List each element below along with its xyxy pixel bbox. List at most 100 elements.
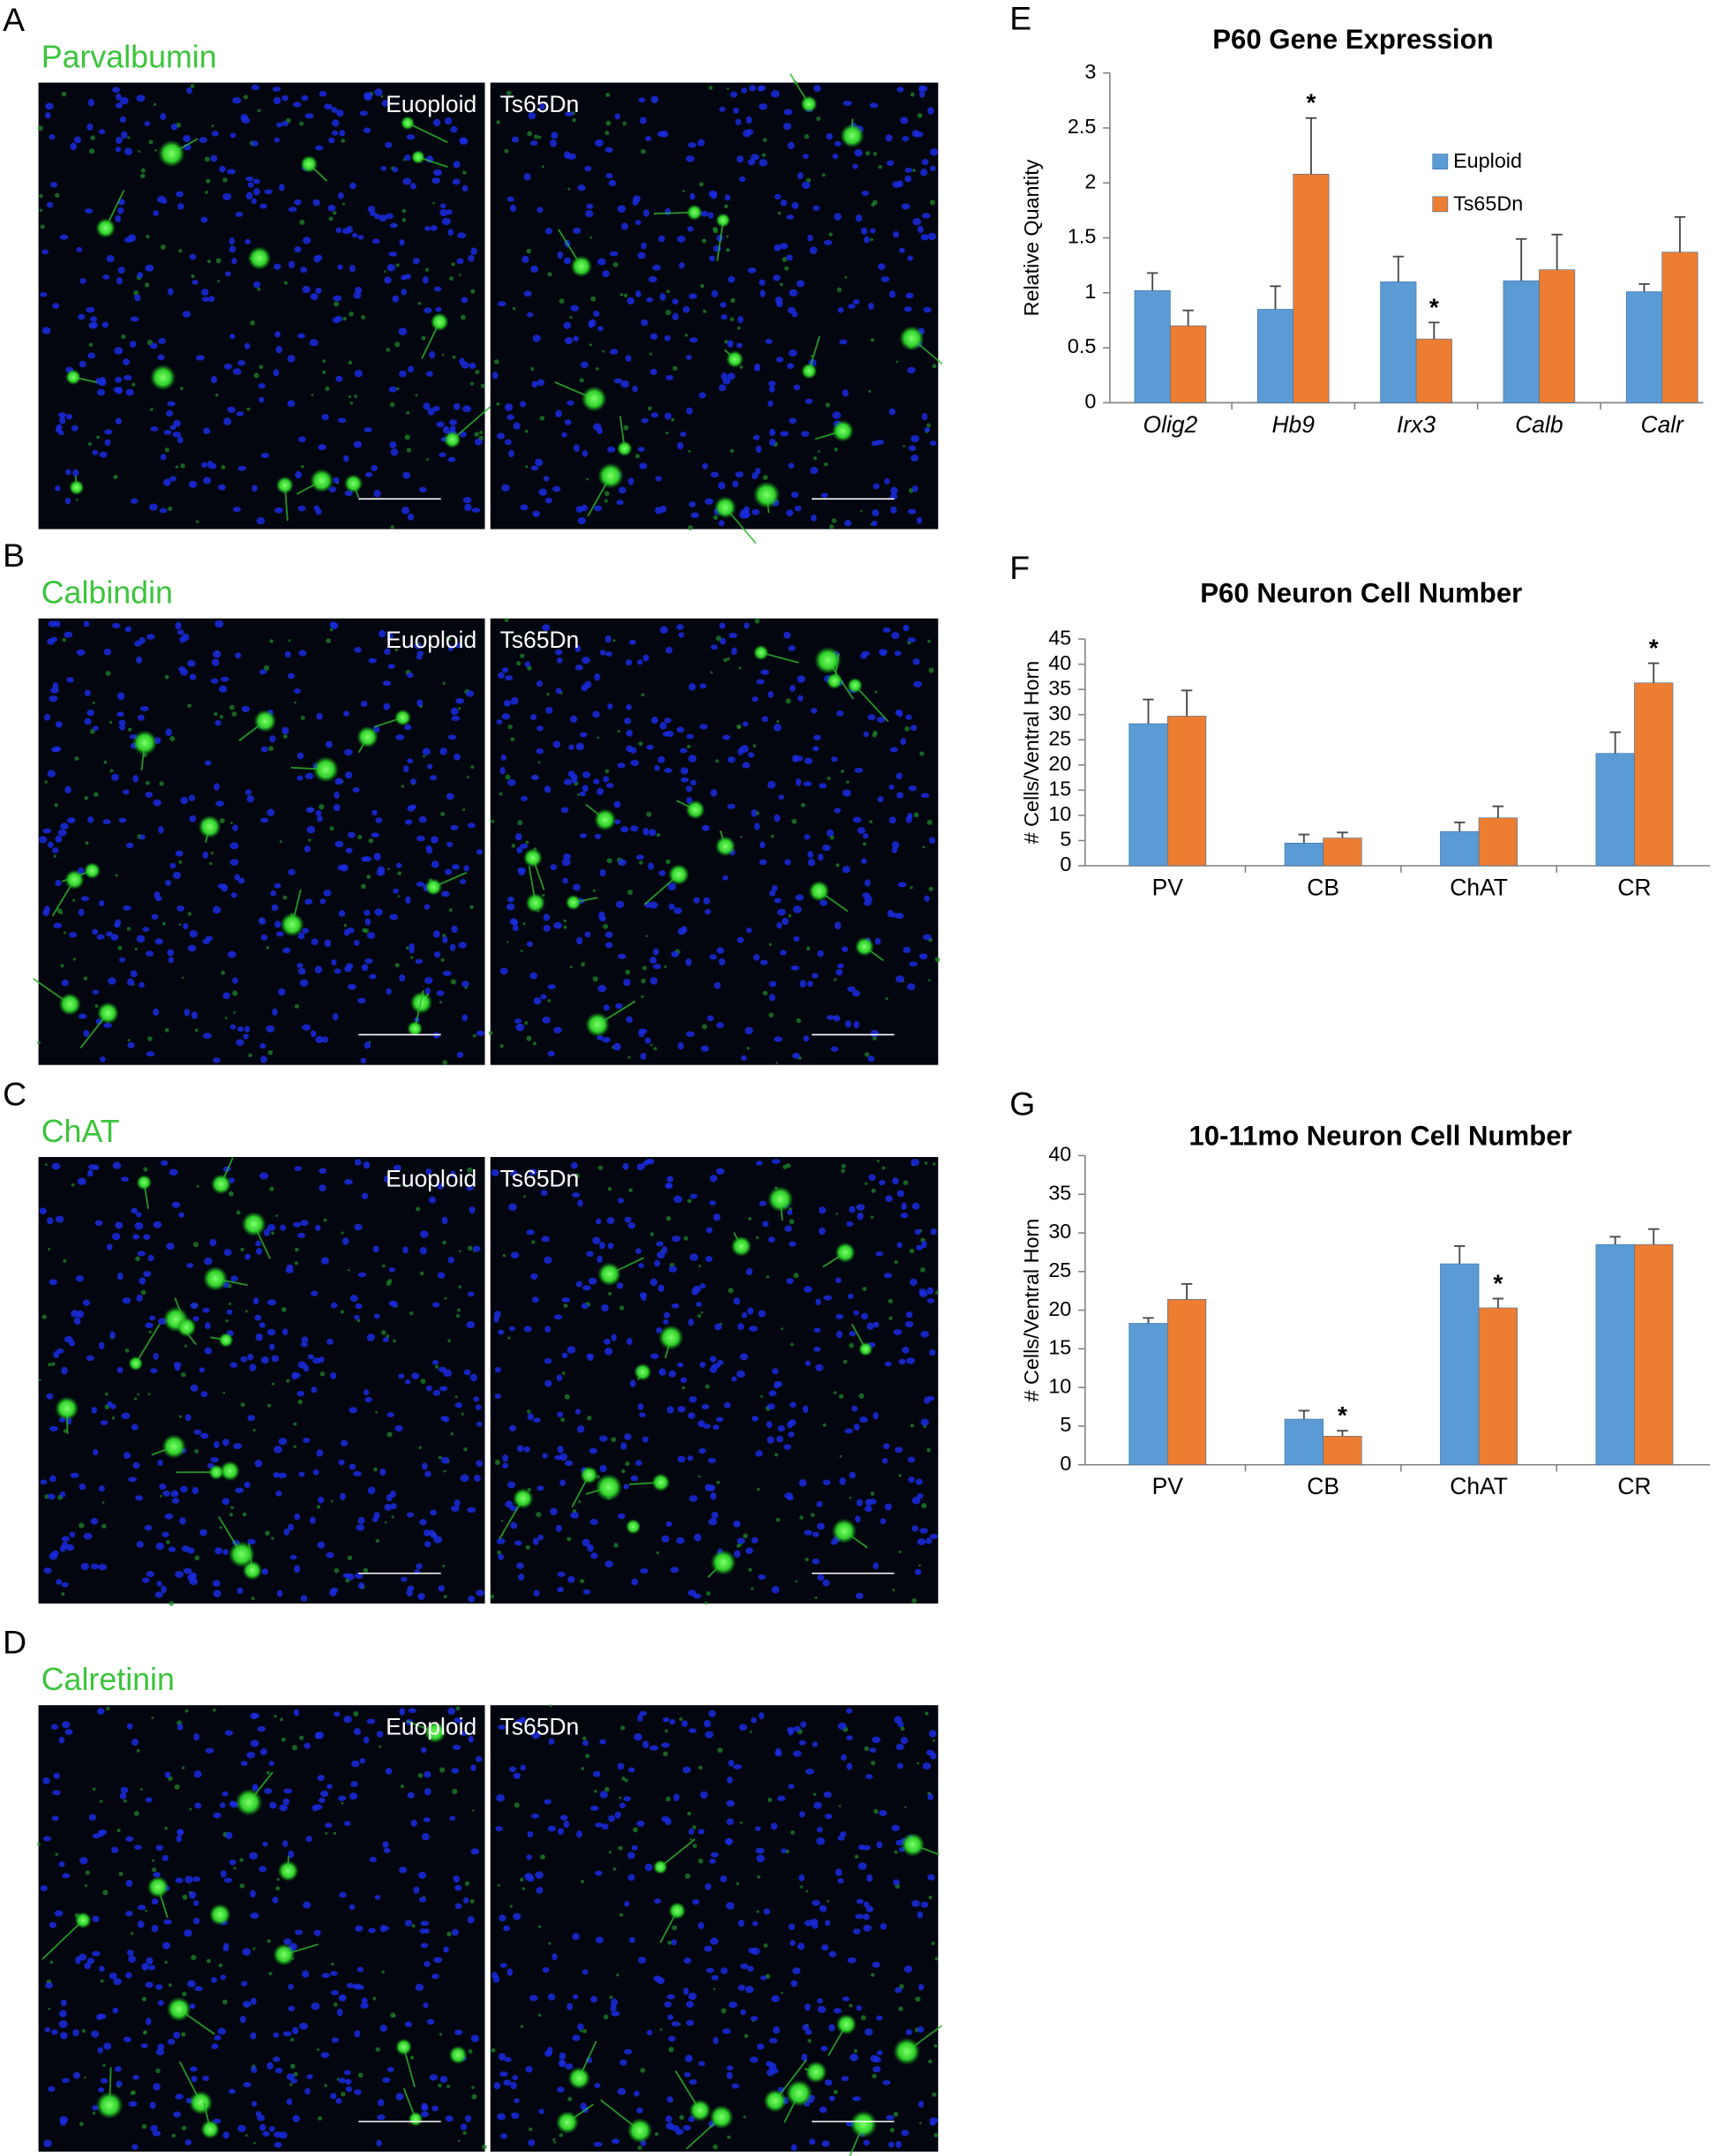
green-speckle [862,842,866,846]
nucleus [260,1055,267,1063]
nucleus [408,365,415,373]
nucleus [771,885,778,892]
nucleus [701,824,710,831]
nucleus [262,2130,270,2137]
nucleus [702,1424,711,1429]
nucleus [318,1797,326,1804]
bar [1128,1323,1168,1466]
nucleus [125,388,134,396]
nucleus [762,1221,769,1228]
nucleus [581,449,589,457]
green-speckle [279,840,282,844]
nucleus [716,1359,724,1365]
nucleus [393,888,400,894]
nucleus [333,477,340,484]
green-speckle [475,370,480,375]
nucleus [96,388,105,396]
nucleus [221,1439,229,1446]
nucleus [446,841,454,847]
nucleus [797,675,806,683]
green-speckle [604,769,610,774]
green-speckle [805,1558,809,1562]
nucleus [854,767,864,773]
green-speckle [44,780,48,784]
nucleus [385,1768,393,1775]
nucleus [134,1221,144,1230]
nucleus [175,850,184,857]
nucleus [55,835,63,843]
nucleus [240,1761,248,1767]
nucleus [451,1928,460,1936]
green-speckle [838,1394,844,1399]
nucleus [760,841,766,849]
nucleus [559,1479,566,1487]
nucleus [577,1199,583,1207]
nucleus [592,710,600,718]
y-tick-label: 0 [1084,390,1096,413]
nucleus [172,871,182,880]
nucleus [842,946,849,952]
nucleus [306,2074,313,2080]
nucleus [918,953,928,960]
green-speckle [252,1947,256,1950]
green-speckle [297,1399,303,1405]
green-speckle [240,1247,244,1251]
green-speckle [494,1460,500,1465]
green-speckle [136,1749,140,1753]
green-speckle [316,1505,321,1509]
nucleus [285,1267,294,1273]
nucleus [718,520,725,527]
green-speckle [721,2008,727,2014]
nucleus [321,1972,331,1979]
nucleus [855,1592,864,1599]
nucleus [263,1228,270,1236]
nucleus [183,134,191,143]
nucleus [241,1980,248,1987]
chart-letter: G [1009,1085,1035,1122]
nucleus [41,249,49,255]
nucleus [842,866,851,874]
nucleus [229,1024,236,1030]
nucleus [452,1744,461,1750]
nucleus [392,167,399,173]
nucleus [427,408,435,416]
nucleus [781,1848,787,1854]
nucleus [511,136,520,143]
green-speckle [730,448,734,454]
green-speckle [494,359,499,364]
nucleus [364,958,373,965]
nucleus [190,1384,199,1393]
nucleus [671,1303,679,1309]
green-speckle [525,1544,530,1550]
nucleus [636,1163,645,1171]
green-speckle [512,307,516,311]
nucleus [160,454,167,461]
nucleus [169,476,176,482]
green-speckle [613,1543,619,1548]
green-speckle [288,639,291,642]
green-speckle [348,1268,350,1272]
green-speckle [111,1416,116,1420]
nucleus [884,1503,892,1511]
green-speckle [221,464,226,470]
nucleus [210,1456,219,1463]
nucleus [93,1449,99,1456]
y-tick-label: 2.5 [1068,115,1096,138]
green-speckle [519,1877,524,1882]
nucleus [330,1971,338,1977]
nucleus [634,2090,640,2097]
green-speckle [698,1475,701,1478]
green-speckle [39,208,43,213]
nucleus [806,980,814,988]
green-speckle [250,320,255,326]
nucleus [123,905,131,911]
nucleus [801,431,810,438]
cell-body [893,2038,921,2065]
green-speckle [753,744,757,747]
nucleus [453,402,461,410]
nucleus [500,754,506,761]
nucleus [816,1500,823,1507]
nucleus [561,432,567,438]
x-tick-label: CB [1307,1473,1339,1499]
nucleus [237,2124,246,2132]
